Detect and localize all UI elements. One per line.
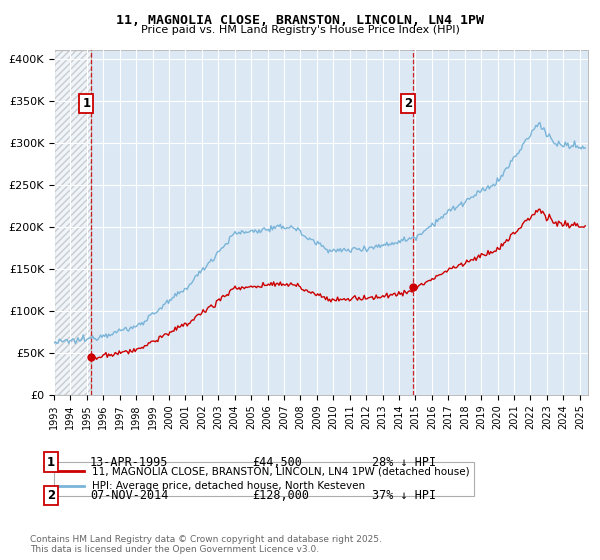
Text: 2: 2 (404, 97, 412, 110)
Text: 1: 1 (47, 455, 55, 469)
Text: £128,000: £128,000 (252, 489, 309, 502)
Legend: 11, MAGNOLIA CLOSE, BRANSTON, LINCOLN, LN4 1PW (detached house), HPI: Average pr: 11, MAGNOLIA CLOSE, BRANSTON, LINCOLN, L… (54, 462, 474, 496)
Text: 13-APR-1995: 13-APR-1995 (90, 455, 169, 469)
Bar (54, 50, 91, 395)
Text: 11, MAGNOLIA CLOSE, BRANSTON, LINCOLN, LN4 1PW: 11, MAGNOLIA CLOSE, BRANSTON, LINCOLN, L… (116, 14, 484, 27)
Text: 2: 2 (47, 489, 55, 502)
Text: 37% ↓ HPI: 37% ↓ HPI (372, 489, 436, 502)
Text: 07-NOV-2014: 07-NOV-2014 (90, 489, 169, 502)
Text: 1: 1 (82, 97, 91, 110)
Text: Price paid vs. HM Land Registry's House Price Index (HPI): Price paid vs. HM Land Registry's House … (140, 25, 460, 35)
Text: Contains HM Land Registry data © Crown copyright and database right 2025.
This d: Contains HM Land Registry data © Crown c… (30, 535, 382, 554)
Text: 28% ↓ HPI: 28% ↓ HPI (372, 455, 436, 469)
Text: £44,500: £44,500 (252, 455, 302, 469)
